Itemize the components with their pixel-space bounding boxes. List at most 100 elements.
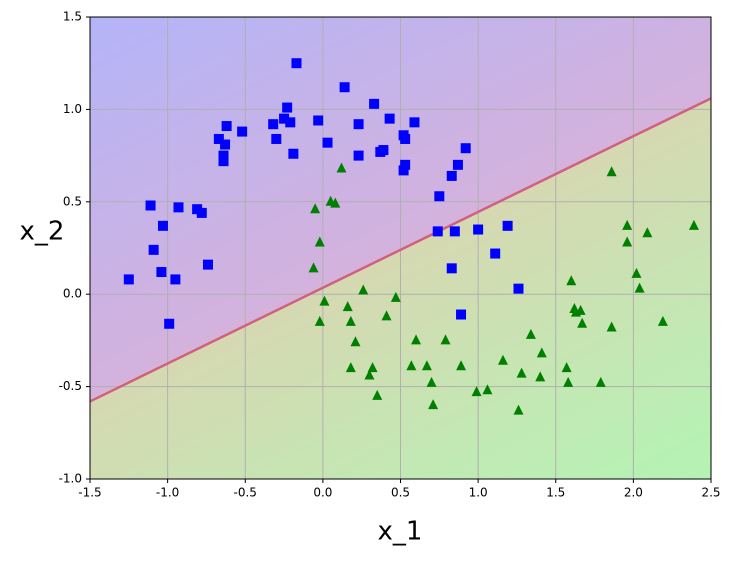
square-point bbox=[221, 121, 232, 132]
square-point bbox=[282, 102, 293, 113]
triangle-point bbox=[566, 275, 577, 286]
x-tick-label: 0.0 bbox=[313, 486, 332, 500]
x-tick-label: 2.5 bbox=[701, 486, 720, 500]
triangle-point bbox=[308, 262, 319, 273]
square-point bbox=[490, 248, 501, 259]
triangle-point bbox=[516, 367, 527, 378]
x-tick-label: -0.5 bbox=[234, 486, 257, 500]
triangle-point bbox=[606, 166, 617, 177]
square-point bbox=[446, 170, 457, 181]
triangle-point bbox=[406, 360, 417, 371]
x-tick-label: 2.0 bbox=[624, 486, 643, 500]
triangle-point bbox=[350, 336, 361, 347]
triangle-point bbox=[570, 306, 581, 317]
y-tick-label: 1.5 bbox=[63, 10, 82, 24]
boundary-layer bbox=[90, 97, 711, 403]
x-axis-label: x_1 bbox=[378, 517, 423, 547]
triangle-point bbox=[657, 315, 668, 326]
triangle-point bbox=[563, 376, 574, 387]
square-point bbox=[322, 137, 333, 148]
triangle-point bbox=[364, 369, 375, 380]
triangle-point bbox=[595, 376, 606, 387]
square-point bbox=[353, 119, 364, 130]
square-point bbox=[123, 274, 134, 285]
square-point bbox=[148, 244, 159, 255]
square-point bbox=[353, 150, 364, 161]
square-point bbox=[313, 115, 324, 126]
square-point bbox=[202, 259, 213, 270]
triangle-point bbox=[634, 282, 645, 293]
square-point bbox=[271, 133, 282, 144]
triangle-point bbox=[358, 284, 369, 295]
x-tick-label: -1.0 bbox=[156, 486, 179, 500]
square-point bbox=[173, 202, 184, 213]
x-tick-label: 0.5 bbox=[391, 486, 410, 500]
square-point bbox=[473, 224, 484, 235]
triangle-point bbox=[482, 384, 493, 395]
triangle-point bbox=[513, 404, 524, 415]
triangle-point bbox=[314, 236, 325, 247]
triangle-point bbox=[622, 219, 633, 230]
triangle-point bbox=[336, 162, 347, 173]
square-point bbox=[375, 146, 386, 157]
square-point bbox=[513, 283, 524, 294]
triangle-point bbox=[631, 267, 642, 278]
square-point bbox=[213, 133, 224, 144]
triangle-point bbox=[372, 389, 383, 400]
square-point bbox=[218, 156, 229, 167]
square-point bbox=[220, 139, 231, 150]
x-tick-label: 1.0 bbox=[469, 486, 488, 500]
triangle-point bbox=[314, 315, 325, 326]
triangle-point bbox=[310, 203, 321, 214]
triangle-point bbox=[411, 334, 422, 345]
square-point bbox=[288, 148, 299, 159]
triangle-point bbox=[688, 219, 699, 230]
square-point bbox=[170, 274, 181, 285]
triangle-point bbox=[381, 310, 392, 321]
square-point bbox=[400, 133, 411, 144]
square-point bbox=[449, 226, 460, 237]
square-point bbox=[400, 159, 411, 170]
y-tick-label: 0.0 bbox=[63, 287, 82, 301]
y-tick-label: 1.0 bbox=[63, 102, 82, 116]
labels: -1.5 -1.0 -0.5 0.0 0.5 1.0 1.5 2.0 2.5-1.0-0.50.… bbox=[59, 10, 721, 500]
triangle-point bbox=[319, 295, 330, 306]
square-point bbox=[196, 207, 207, 218]
triangle-point bbox=[345, 315, 356, 326]
triangle-point bbox=[330, 197, 341, 208]
triangle-point bbox=[622, 236, 633, 247]
square-point bbox=[432, 226, 443, 237]
triangle-point bbox=[390, 291, 401, 302]
square-point bbox=[156, 267, 167, 278]
x-tick-label: 1.5 bbox=[546, 486, 565, 500]
y-tick-label: 0.5 bbox=[63, 194, 82, 208]
square-point bbox=[157, 220, 168, 231]
square-point bbox=[268, 119, 279, 130]
triangle-point bbox=[456, 360, 467, 371]
square-point bbox=[145, 200, 156, 211]
square-point bbox=[398, 165, 409, 176]
triangle-point bbox=[642, 227, 653, 238]
triangle-point bbox=[525, 328, 536, 339]
triangle-point bbox=[440, 334, 451, 345]
triangle-point bbox=[428, 399, 439, 410]
square-point bbox=[460, 143, 471, 154]
triangle-point bbox=[367, 362, 378, 373]
triangle-point bbox=[577, 317, 588, 328]
triangle-point bbox=[426, 376, 437, 387]
square-point bbox=[164, 318, 175, 329]
triangle-point bbox=[345, 362, 356, 373]
triangle-point bbox=[536, 347, 547, 358]
triangle-point bbox=[606, 321, 617, 332]
triangle-point bbox=[471, 386, 482, 397]
square-point bbox=[452, 159, 463, 170]
triangle-point bbox=[342, 301, 353, 312]
y-tick-label: -0.5 bbox=[59, 379, 82, 393]
triangle-point bbox=[421, 360, 432, 371]
square-point bbox=[409, 117, 420, 128]
decision-boundary bbox=[90, 97, 711, 403]
square-point bbox=[446, 263, 457, 274]
square-point bbox=[339, 82, 350, 93]
square-point bbox=[384, 113, 395, 124]
